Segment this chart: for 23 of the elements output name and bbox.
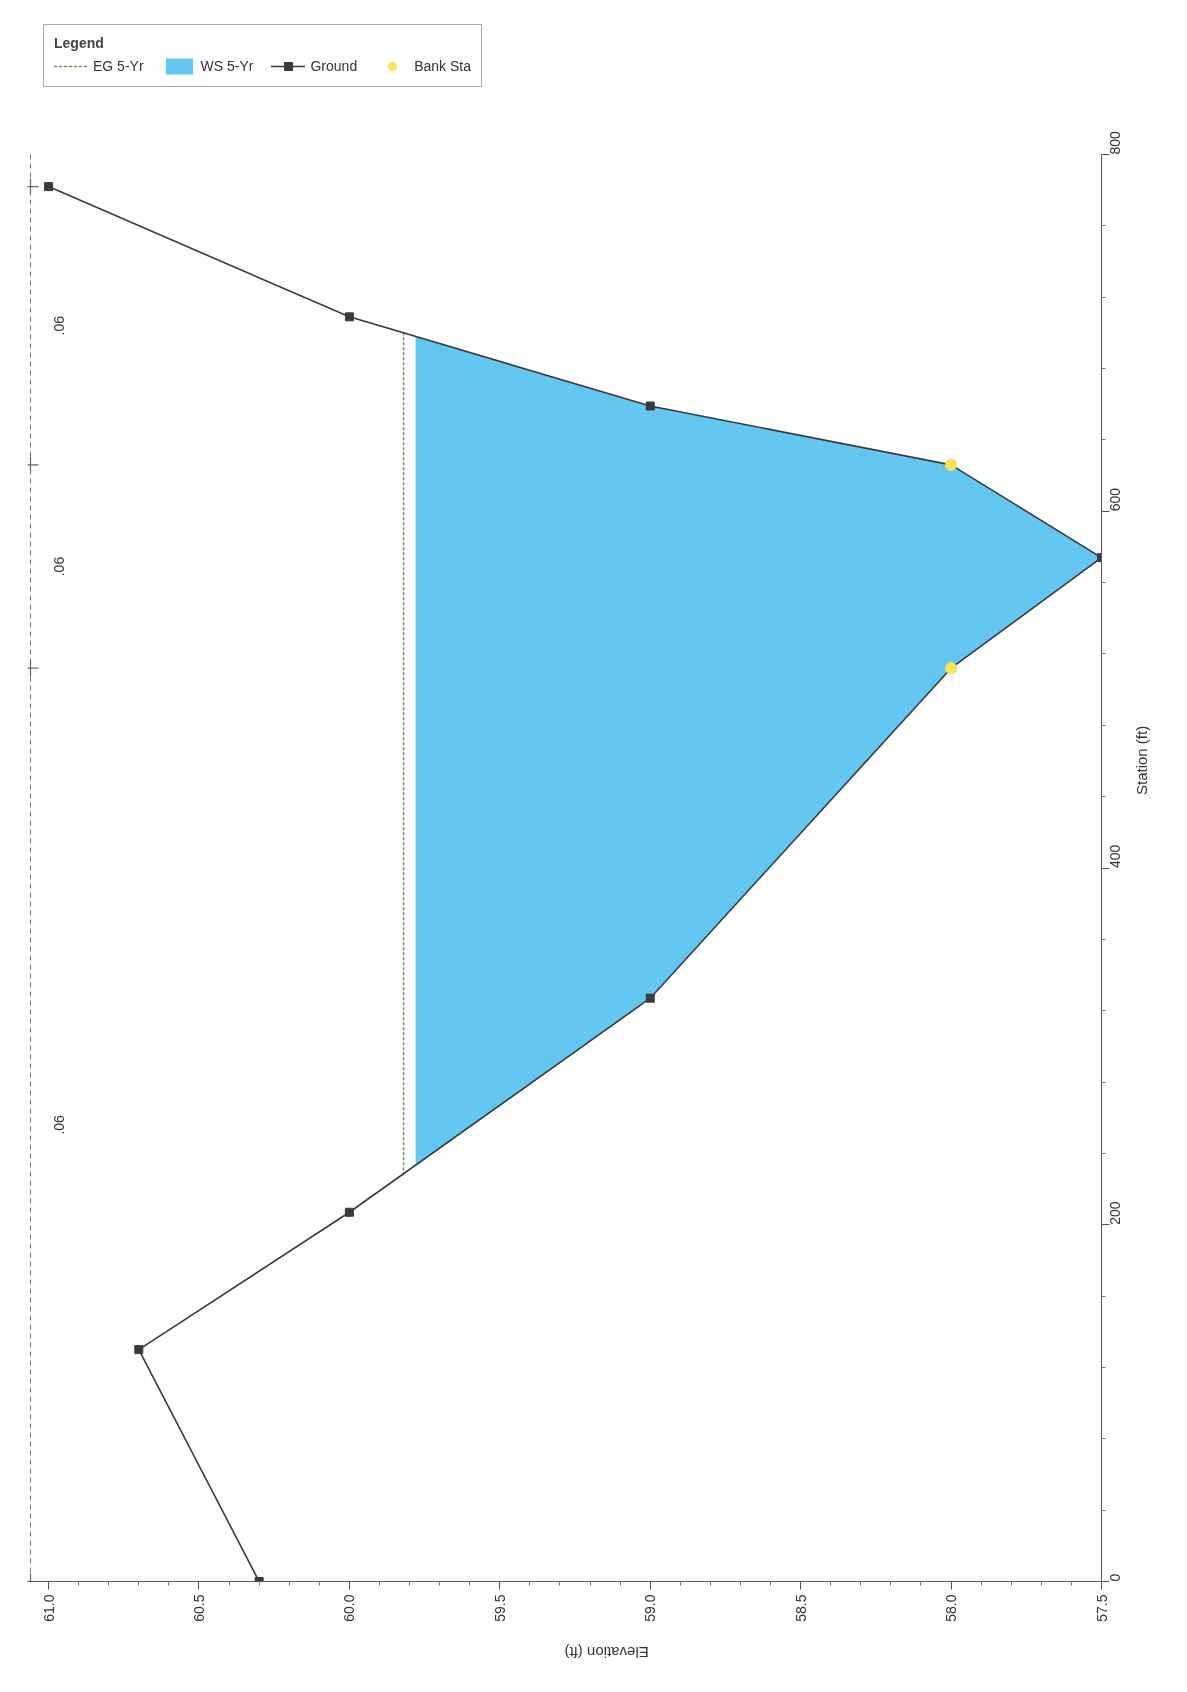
x-tick-label: 59.0 [642, 1594, 659, 1622]
x-tick-label: 59.5 [491, 1594, 508, 1622]
y-axis-title: Station (ft) [1133, 725, 1150, 795]
legend-title: Legend [54, 35, 105, 51]
x-tick-label: 61.0 [40, 1594, 57, 1622]
annotation: .06 [50, 556, 67, 577]
annotation: .06 [50, 315, 67, 336]
y-tick-label: 800 [1106, 130, 1123, 155]
x-tick-label: 60.0 [341, 1594, 358, 1622]
x-axis-title: Elevation (ft) [564, 1644, 649, 1662]
legend-label: EG 5-Yr [93, 58, 144, 74]
legend-label: WS 5-Yr [200, 58, 254, 74]
x-tick-label: 57.5 [1093, 1594, 1110, 1622]
y-tick-label: 400 [1106, 844, 1123, 868]
annotation: .06 [50, 1114, 67, 1135]
y-tick-label: 600 [1106, 487, 1123, 512]
legend-label: Bank Sta [414, 58, 471, 74]
x-tick-label: 60.5 [190, 1594, 207, 1622]
x-tick-label: 58.5 [792, 1594, 809, 1622]
x-tick-label: 58.0 [943, 1594, 960, 1622]
y-tick-label: 0 [1106, 1573, 1123, 1582]
y-tick-label: 200 [1106, 1201, 1123, 1225]
legend-label: Ground [310, 58, 358, 74]
